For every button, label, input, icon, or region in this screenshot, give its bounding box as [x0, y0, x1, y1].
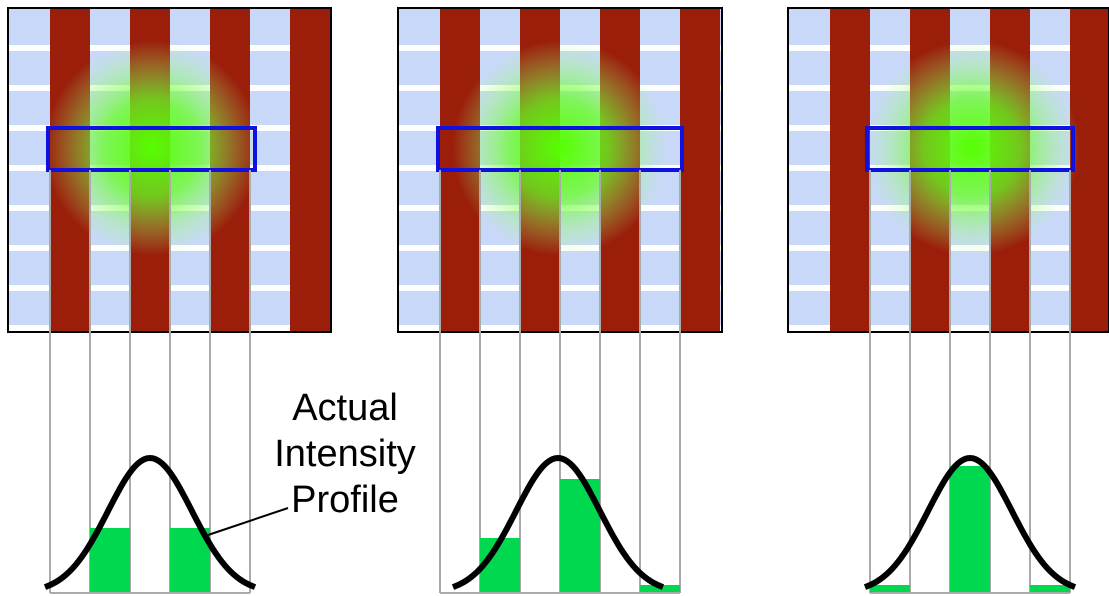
gaussian-curve: [863, 454, 1077, 590]
annotation-line: Intensity: [274, 433, 416, 475]
intensity-bar: [1030, 585, 1070, 593]
annotation-line: Profile: [291, 479, 399, 521]
intensity-bar: [870, 585, 910, 593]
gaussian-curve: [451, 454, 665, 590]
panels: [7, 7, 1109, 594]
fluorescent-spot: [44, 40, 260, 256]
red-column: [830, 8, 870, 332]
fluorescent-spot: [452, 40, 668, 256]
image-border: [787, 7, 1109, 333]
selection-box: [865, 126, 1075, 172]
intensity-bar: [170, 528, 210, 593]
annotation-line: Actual: [292, 387, 398, 429]
fluorescent-spot: [864, 40, 1080, 256]
leader-line: [207, 507, 289, 536]
red-column: [680, 8, 720, 332]
intensity-bar: [90, 528, 130, 593]
selection-box: [46, 126, 257, 172]
red-column: [290, 8, 330, 332]
gaussian-curve: [43, 454, 257, 590]
intensity-bar: [950, 466, 990, 593]
